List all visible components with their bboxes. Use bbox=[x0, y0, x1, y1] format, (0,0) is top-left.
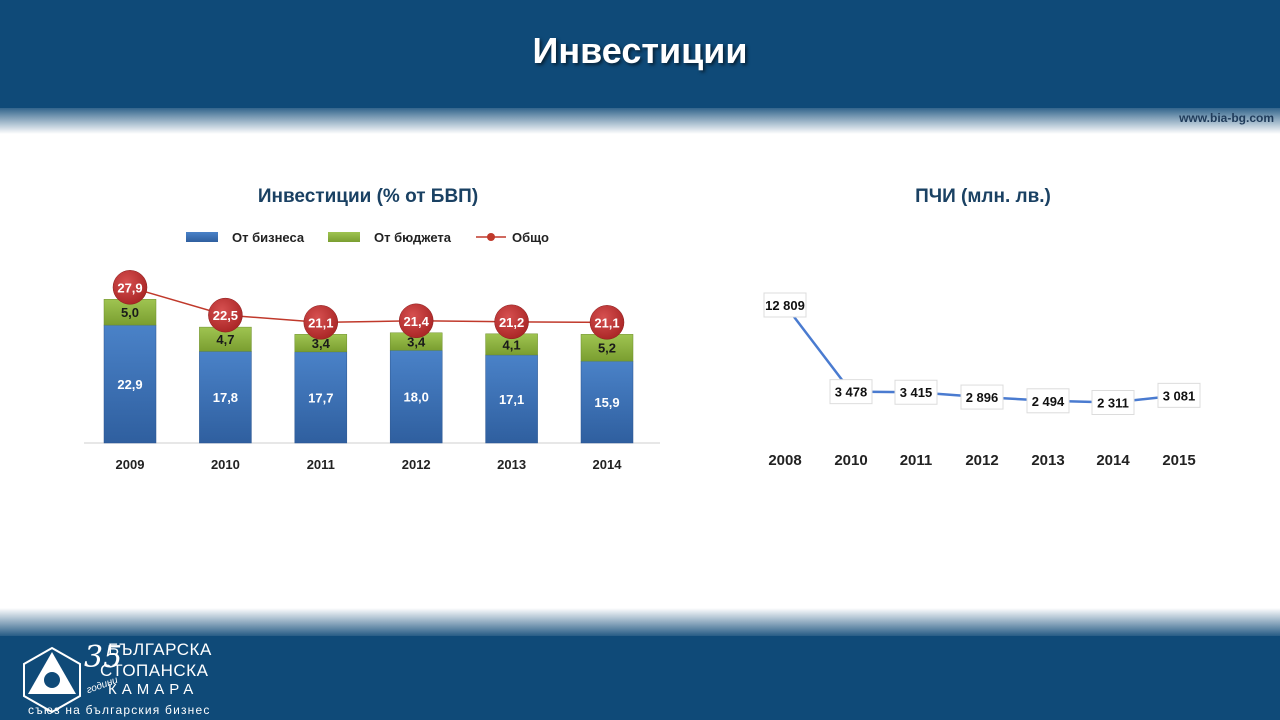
logo-line2: СТОПАНСКА bbox=[100, 661, 209, 680]
fdi-data-label-box bbox=[894, 379, 938, 405]
bar-business-label: 15,9 bbox=[594, 395, 619, 410]
logo-line1: БЪЛГАРСКА bbox=[108, 640, 212, 659]
fdi-data-label-box bbox=[829, 379, 873, 405]
bar-business bbox=[294, 351, 348, 444]
total-point bbox=[208, 297, 243, 333]
bar-business-label: 17,7 bbox=[308, 390, 333, 405]
fdi-x-tick-label: 2014 bbox=[1096, 452, 1130, 469]
legend-budget-label: От бюджета bbox=[374, 230, 452, 245]
fdi-x-tick-label: 2012 bbox=[965, 452, 998, 469]
fdi-data-label: 3 081 bbox=[1163, 388, 1196, 403]
legend-business-swatch bbox=[186, 232, 218, 242]
fdi-x-tick-label: 2010 bbox=[834, 452, 867, 469]
total-label: 21,1 bbox=[308, 315, 333, 330]
fdi-data-label-box bbox=[1157, 382, 1201, 408]
x-tick-label: 2013 bbox=[497, 457, 526, 472]
total-label: 21,2 bbox=[499, 315, 524, 330]
fdi-data-label-box bbox=[763, 292, 807, 318]
bar-budget-label: 4,7 bbox=[216, 332, 234, 347]
total-point bbox=[398, 303, 434, 339]
fdi-chart-title: ПЧИ (млн. лв.) bbox=[915, 186, 1051, 207]
bar-business-label: 22,9 bbox=[117, 377, 142, 392]
total-point bbox=[589, 305, 625, 340]
x-tick-label: 2009 bbox=[116, 457, 145, 472]
fdi-data-label-box bbox=[960, 384, 1004, 410]
legend-total-marker bbox=[487, 233, 495, 241]
bar-budget-label: 5,0 bbox=[121, 305, 139, 320]
x-tick-label: 2011 bbox=[307, 457, 335, 472]
website-link[interactable]: www.bia-bg.com bbox=[1179, 111, 1274, 125]
footer-fade bbox=[0, 608, 1280, 636]
fdi-data-label: 3 415 bbox=[900, 385, 933, 400]
total-point bbox=[303, 305, 339, 340]
bar-business bbox=[485, 354, 538, 444]
fdi-data-label: 3 478 bbox=[835, 385, 868, 400]
bar-business-label: 18,0 bbox=[404, 390, 429, 405]
legend-total-label: Общо bbox=[512, 230, 549, 245]
fdi-data-label-box bbox=[1091, 390, 1135, 415]
bar-budget-label: 3,4 bbox=[407, 335, 426, 350]
bar-business bbox=[199, 351, 252, 444]
total-label: 27,9 bbox=[117, 280, 142, 295]
total-label: 21,1 bbox=[594, 315, 619, 330]
legend-business-label: От бизнеса bbox=[232, 230, 305, 245]
bar-business bbox=[389, 350, 443, 444]
fdi-data-label: 2 494 bbox=[1032, 394, 1065, 409]
x-tick-label: 2010 bbox=[211, 457, 240, 472]
fdi-data-label: 12 809 bbox=[765, 298, 805, 313]
fdi-data-label-box bbox=[1026, 388, 1070, 414]
legend-budget-swatch bbox=[328, 232, 360, 242]
fdi-x-tick-label: 2015 bbox=[1162, 452, 1195, 469]
bar-business bbox=[103, 324, 157, 444]
fdi-x-tick-label: 2011 bbox=[900, 452, 933, 469]
bar-budget-label: 4,1 bbox=[503, 337, 521, 352]
total-point bbox=[494, 304, 529, 340]
logo-tagline: съюз на българския бизнес bbox=[28, 703, 211, 717]
logo-anniversary-number: 35 bbox=[84, 640, 123, 675]
slide-title: Инвестиции bbox=[532, 30, 748, 71]
logo-line3: КАМАРА bbox=[108, 681, 199, 698]
investment-chart-title: Инвестиции (% от БВП) bbox=[257, 186, 479, 207]
bar-business-label: 17,8 bbox=[213, 390, 238, 405]
bar-budget-label: 3,4 bbox=[312, 336, 331, 351]
bar-business bbox=[580, 360, 634, 444]
footer-band bbox=[0, 636, 1280, 720]
total-point bbox=[112, 270, 148, 305]
header-band bbox=[0, 0, 1280, 108]
bar-budget-label: 5,2 bbox=[598, 341, 616, 356]
fdi-data-label: 2 311 bbox=[1097, 396, 1129, 411]
x-tick-label: 2014 bbox=[593, 457, 623, 472]
fdi-data-label: 2 896 bbox=[966, 390, 999, 405]
header-fade bbox=[0, 108, 1280, 134]
total-label: 22,5 bbox=[213, 308, 238, 323]
x-tick-label: 2012 bbox=[402, 457, 431, 472]
total-label: 21,4 bbox=[404, 314, 430, 329]
fdi-x-tick-label: 2008 bbox=[768, 452, 801, 469]
bar-business-label: 17,1 bbox=[499, 392, 524, 407]
fdi-x-tick-label: 2013 bbox=[1031, 452, 1064, 469]
